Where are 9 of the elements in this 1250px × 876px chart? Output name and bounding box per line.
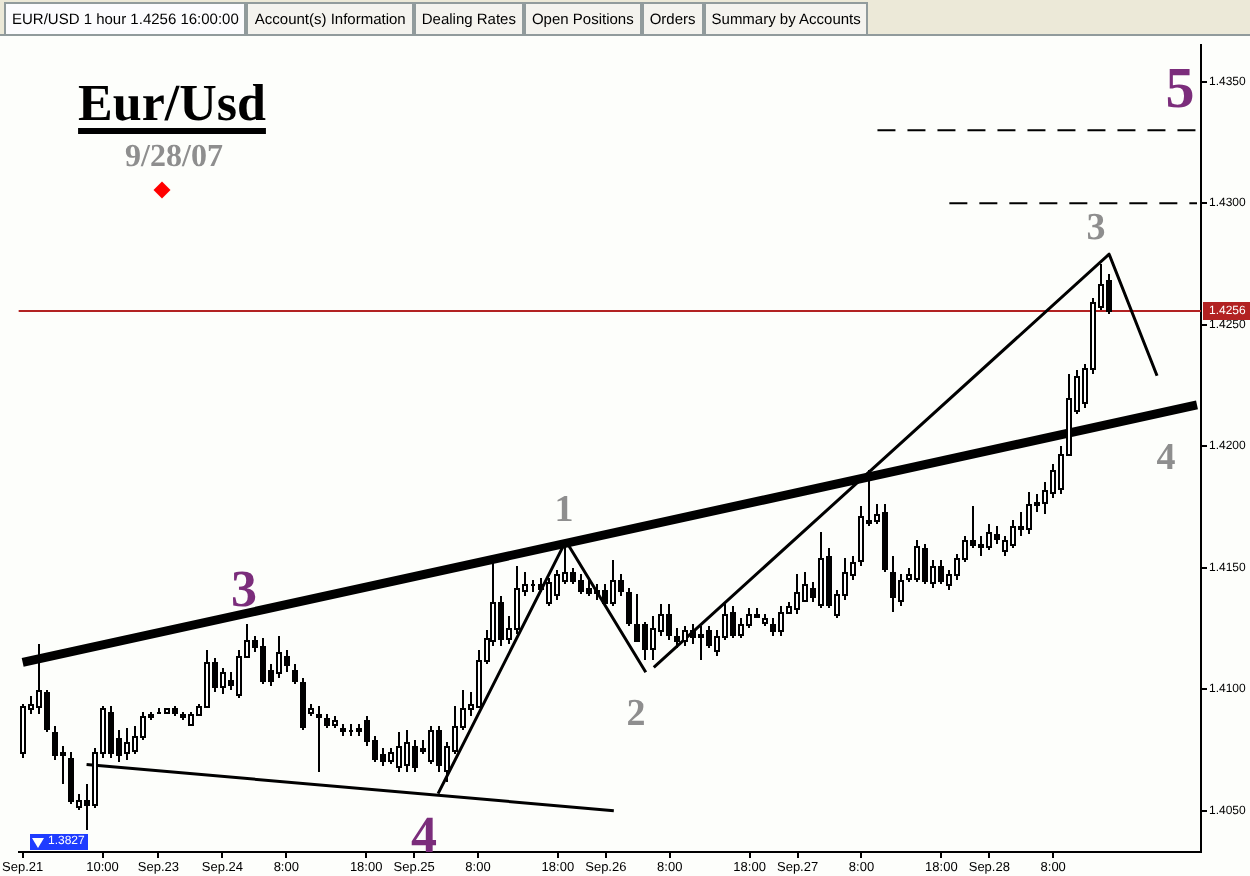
annotation: 3 <box>1086 207 1106 249</box>
annotation: 2 <box>626 693 646 735</box>
text: 9/28/07 <box>125 140 223 174</box>
annotation: 4 <box>411 806 437 864</box>
text: Eur/Usd <box>78 74 266 132</box>
annotation: 5 <box>1165 57 1195 121</box>
annotation: 1 <box>554 489 574 531</box>
annotation: 3 <box>231 560 257 618</box>
annotation: 4 <box>1156 437 1176 479</box>
